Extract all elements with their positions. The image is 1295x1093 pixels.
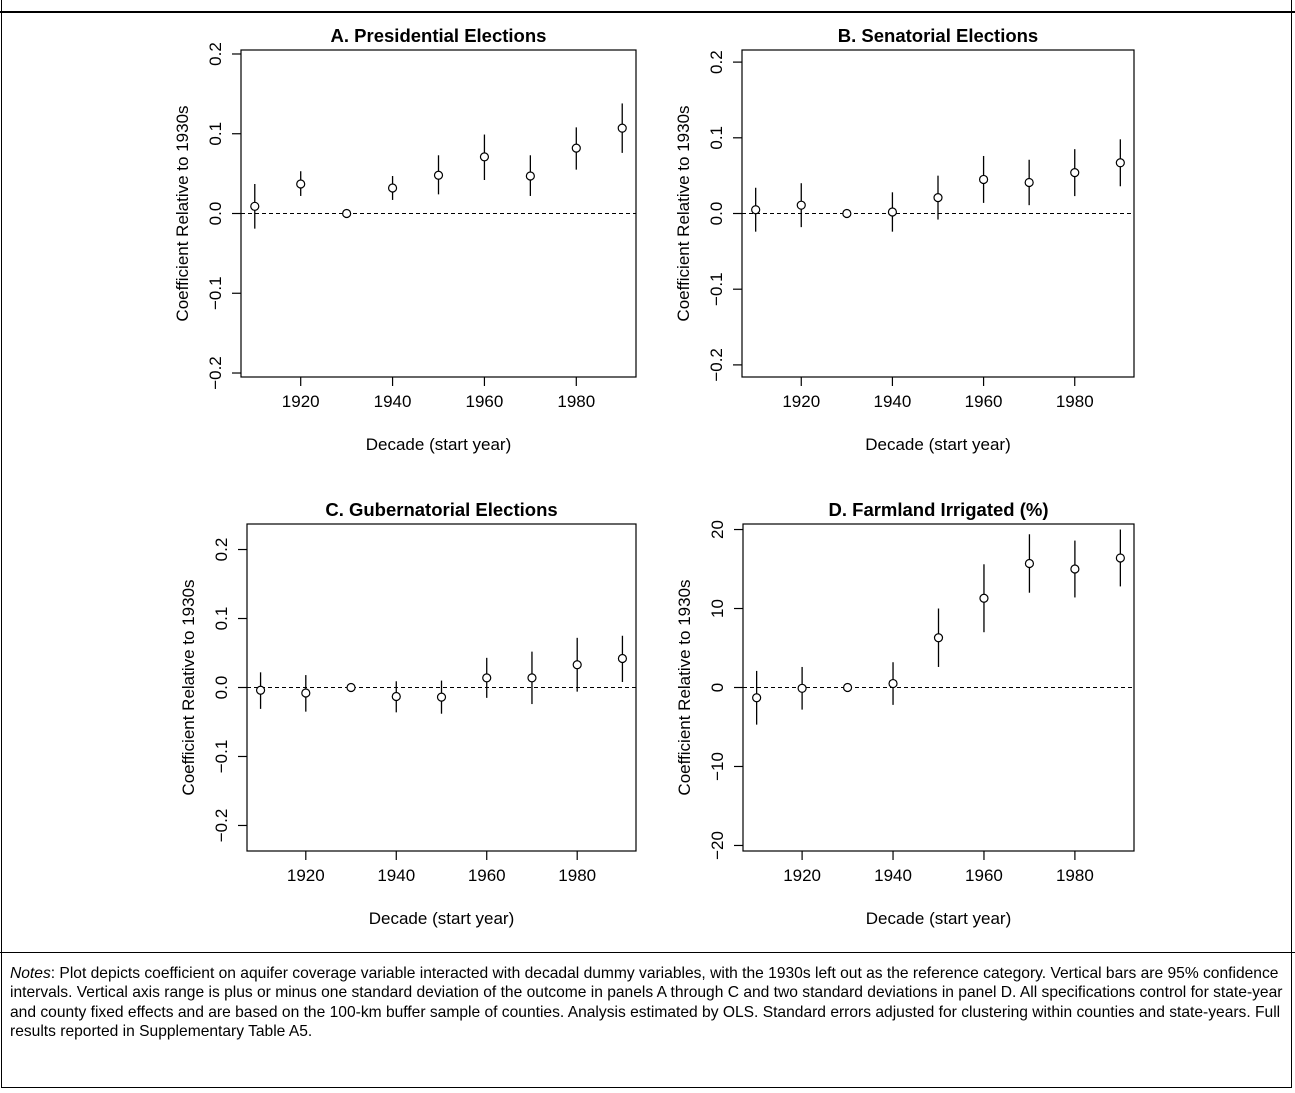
panel-d: D. Farmland Irrigated (%) 1920 1940 1960 198… [675,499,1135,928]
panel-d-xlabel: Decade (start year) [866,909,1012,928]
panel-d-title: D. Farmland Irrigated (%) [829,499,1049,520]
panel-d-point [979,593,989,603]
panel-a-ytick-label: −0.2 [206,356,225,390]
panel-a-xlabel: Decade (start year) [366,435,512,454]
panel-b-xtick-label: 1980 [1056,392,1094,411]
chart-panels: A. Presidential Elections 1920 1940 1960 198… [173,25,1135,928]
panel-d-ylabel: Coefficient Relative to 1930s [675,579,694,795]
panel-b-point [887,207,898,217]
panel-d-xtick-label: 1920 [783,866,821,885]
panel-a-title: A. Presidential Elections [331,25,547,46]
panel-b: B. Senatorial Elections 1920 1940 1960 1980 D… [674,25,1135,454]
panel-a-point [250,201,260,211]
panel-c: C. Gubernatorial Elections 1920 1940 1960 19… [179,499,637,928]
panel-c-ylabel: Coefficient Relative to 1930s [179,579,198,795]
panel-c-point [301,688,311,698]
panel-a-ytick-label: 0.0 [206,202,225,226]
panel-a-ylabel: Coefficient Relative to 1930s [173,105,192,321]
panel-d-point [842,682,853,693]
panel-b-xlabel: Decade (start year) [865,435,1011,454]
panel-d-xtick-label: 1940 [874,866,912,885]
panel-b-xtick-label: 1920 [782,392,820,411]
panel-a-xtick-label: 1940 [374,392,412,411]
panel-d-ytick-label: −20 [708,831,727,860]
notes-text: : Plot depicts coefficient on aquifer co… [10,965,1283,1041]
panel-d-point [1070,564,1080,574]
panel-a-point [296,179,306,189]
panel-c-ytick-label: 0.2 [212,538,231,562]
panel-b-point [796,200,806,210]
panel-c-title: C. Gubernatorial Elections [325,499,557,520]
panel-d-point [1115,553,1125,563]
panel-c-xtick-label: 1940 [377,866,415,885]
panel-b-xtick-label: 1940 [874,392,912,411]
panel-a-xtick-label: 1980 [557,392,595,411]
panel-c-ytick-label: 0.0 [212,676,231,700]
panel-c-point [527,673,537,683]
panel-d-point [797,683,807,693]
panel-c-ytick-label: −0.2 [212,809,231,843]
panel-b-ytick-label: 0.0 [707,202,726,226]
panel-c-xtick-label: 1920 [287,866,325,885]
notes-label: Notes [10,965,51,982]
notes-rule [0,952,1295,953]
panel-c-point [436,692,447,702]
panel-c-point [391,691,401,702]
panel-a-ytick-label: −0.1 [206,276,225,310]
panel-d-point [888,678,898,689]
panel-b-point [842,208,852,219]
panel-d-ytick-label: −10 [708,752,727,781]
panel-c-point [482,673,492,683]
panel-b-xtick-label: 1960 [965,392,1003,411]
panel-a-point [525,171,535,181]
panel-d-point [933,633,944,643]
panel-b-ytick-label: −0.1 [707,272,726,306]
panel-c-point [346,682,356,693]
panel-a-point [617,123,627,133]
panel-a-point [433,170,444,180]
panel-a-point [342,208,352,219]
figure-notes: Notes: Plot depicts coefficient on aquif… [10,964,1285,1042]
panel-a: A. Presidential Elections 1920 1940 1960 198… [173,25,637,454]
panel-a-ytick-label: 0.2 [206,42,225,66]
top-rule [0,11,1295,13]
panel-d-ytick-label: 20 [708,520,727,539]
panel-a-point [387,183,398,193]
panel-d-ytick-label: 10 [708,599,727,618]
panel-a-xtick-label: 1960 [466,392,504,411]
panel-d-ytick-label: 0 [708,683,727,692]
panel-d-xtick-label: 1980 [1056,866,1094,885]
panel-c-point [255,685,266,695]
panel-c-ytick-label: −0.1 [212,740,231,774]
panel-b-ylabel: Coefficient Relative to 1930s [674,105,693,321]
panel-c-ytick-label: 0.1 [212,607,231,631]
panel-c-xlabel: Decade (start year) [369,909,515,928]
panel-c-xtick-label: 1980 [558,866,596,885]
panel-d-point [752,693,762,703]
panel-a-xtick-label: 1920 [282,392,320,411]
panel-b-point [1070,168,1080,178]
panel-c-xtick-label: 1960 [468,866,506,885]
panel-d-point [1024,558,1035,569]
panel-b-point [751,205,761,215]
panel-d-xtick-label: 1960 [965,866,1003,885]
panel-b-point [1024,177,1034,188]
panel-c-point [617,653,628,664]
panel-b-point [1115,158,1125,168]
panel-a-point [479,152,490,162]
panel-b-title: B. Senatorial Elections [838,25,1038,46]
panel-b-ytick-label: −0.2 [707,348,726,382]
panel-b-point [978,174,989,185]
panel-a-point [571,143,581,153]
panel-b-point [933,193,943,203]
panel-b-ytick-label: 0.2 [707,50,726,74]
panel-b-ytick-label: 0.1 [707,126,726,150]
panel-c-point [572,660,582,670]
panel-a-ytick-label: 0.1 [206,122,225,146]
